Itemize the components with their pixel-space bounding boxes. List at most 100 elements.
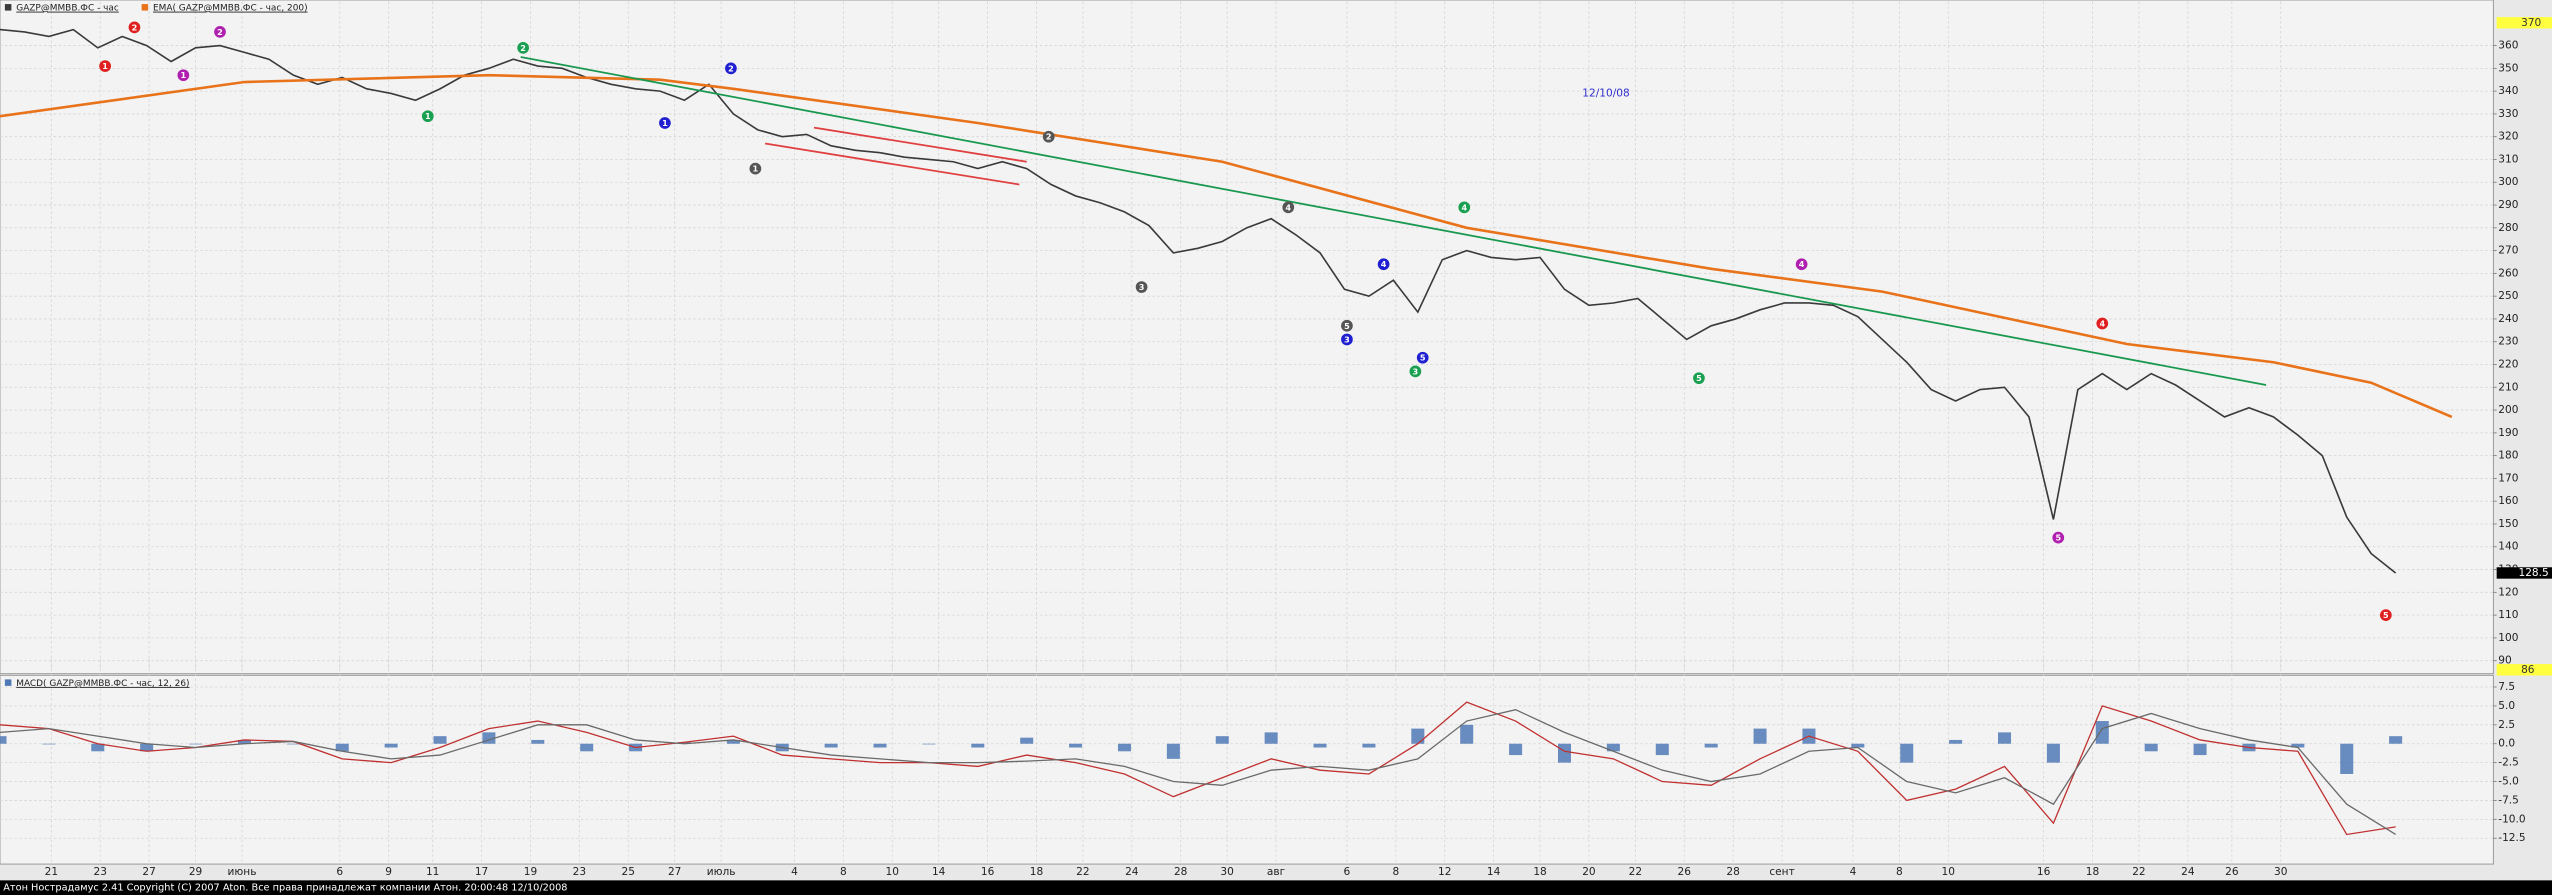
- x-tick-label: 24: [1125, 866, 1139, 878]
- wave-marker: [1377, 258, 1390, 271]
- legend-label: GAZP@MMBB.ФС - час: [16, 4, 119, 14]
- x-tick-label: 28: [1726, 866, 1739, 878]
- x-tick-label: 25: [622, 866, 635, 878]
- x-tick-label: 17: [475, 866, 488, 878]
- y-tick-label: 240: [2498, 313, 2518, 325]
- y-tick-label: 0.0: [2498, 738, 2515, 750]
- wave-label: 1: [181, 70, 187, 80]
- ylim-marker: [2496, 664, 2552, 676]
- y-tick-label: 230: [2498, 336, 2518, 348]
- x-tick-label: 8: [1392, 866, 1399, 878]
- x-tick-label: 18: [2086, 866, 2099, 878]
- wave-label: 5: [2055, 533, 2061, 543]
- histogram-bar: [1704, 743, 1718, 748]
- y-tick-label: 310: [2498, 153, 2518, 165]
- y-tick-label: 270: [2498, 245, 2518, 257]
- histogram-bar: [482, 732, 496, 744]
- x-tick-label: 27: [668, 866, 681, 878]
- wave-marker: [128, 21, 141, 34]
- wave-label: 2: [1046, 132, 1052, 142]
- wave-marker: [1341, 333, 1353, 346]
- x-tick-label: 18: [1030, 866, 1043, 878]
- y-tick-label: 340: [2498, 85, 2518, 97]
- legend-swatch: [4, 4, 12, 11]
- y-tick-label: 160: [2498, 495, 2518, 507]
- wave-label: 2: [520, 43, 526, 53]
- wave-label: 5: [1420, 353, 1426, 363]
- y-tick-label: 120: [2498, 586, 2518, 598]
- y-tick-label: 90: [2498, 655, 2512, 667]
- histogram-bar: [1264, 732, 1278, 744]
- status-bar: [0, 880, 2552, 895]
- annotation: 12/10/08: [1582, 87, 1629, 99]
- histogram-bar: [726, 739, 740, 744]
- y-tick-label: 200: [2498, 404, 2518, 416]
- histogram-bar: [531, 739, 545, 744]
- x-tick-label: 23: [93, 866, 106, 878]
- histogram-bar: [42, 743, 56, 745]
- wave-label: 1: [425, 111, 431, 121]
- x-tick-label: 4: [1850, 866, 1857, 878]
- histogram-bar: [1900, 743, 1914, 763]
- histogram-bar: [2193, 743, 2207, 756]
- y-tick-label: 220: [2498, 359, 2518, 371]
- x-tick-label: 27: [142, 866, 155, 878]
- histogram-bar: [1069, 743, 1083, 748]
- y-tick-label: 170: [2498, 472, 2518, 484]
- x-tick-label: 16: [981, 866, 995, 878]
- histogram-bar: [580, 743, 594, 752]
- wave-marker: [2379, 609, 2392, 621]
- wave-label: 2: [132, 22, 138, 32]
- x-tick-label: 12: [1438, 866, 1451, 878]
- histogram-bar: [1215, 736, 1229, 744]
- x-tick-label: 18: [1533, 866, 1546, 878]
- wave-marker: [749, 162, 762, 175]
- y-tick-label: -5.0: [2498, 776, 2519, 788]
- histogram-bar: [1313, 743, 1327, 748]
- histogram-bar: [1557, 743, 1572, 763]
- y-tick-label: 250: [2498, 290, 2518, 302]
- x-tick-label: 8: [840, 866, 847, 878]
- x-tick-label: 10: [1942, 866, 1956, 878]
- histogram-bar: [873, 743, 887, 748]
- wave-marker: [177, 69, 190, 82]
- wave-label: 2: [217, 27, 223, 37]
- wave-marker: [1416, 351, 1429, 364]
- wave-marker: [1693, 372, 1705, 385]
- histogram-bar: [2340, 743, 2354, 774]
- wave-label: 5: [1344, 321, 1350, 331]
- x-tick-label: сент: [1769, 866, 1794, 878]
- wave-marker: [659, 117, 671, 129]
- y-tick-label: 2.5: [2498, 719, 2515, 731]
- x-tick-label: 6: [336, 866, 343, 878]
- trendline: [520, 56, 2267, 386]
- wave-label: 1: [662, 118, 668, 128]
- y-tick-label: 330: [2498, 108, 2518, 120]
- wave-label: 4: [1799, 259, 1805, 269]
- x-tick-label: 8: [1896, 866, 1903, 878]
- wave-label: 5: [1696, 373, 1702, 383]
- legend-label: EMA( GAZP@MMBB.ФС - час, 200): [153, 4, 308, 14]
- y-tick-label: 110: [2498, 609, 2518, 621]
- y-tick-label: 300: [2498, 176, 2518, 188]
- macd-line: [0, 709, 2396, 836]
- y-tick-label: -10.0: [2498, 813, 2526, 825]
- y-tick-label: 7.5: [2498, 681, 2515, 693]
- price-panel: [0, 0, 2494, 675]
- y-tick-label: 5.0: [2498, 700, 2515, 712]
- wave-marker: [517, 41, 529, 54]
- wave-marker: [1341, 319, 1353, 332]
- legend-swatch: [141, 4, 149, 11]
- histogram-bar: [1411, 728, 1425, 744]
- y-tick-label: 150: [2498, 518, 2518, 530]
- x-tick-label: 24: [2181, 866, 2195, 878]
- wave-marker: [1458, 201, 1471, 214]
- x-tick-label: 26: [1678, 866, 1692, 878]
- x-tick-label: 11: [426, 866, 439, 878]
- x-tick-label: 14: [1487, 866, 1501, 878]
- wave-label: 4: [2099, 318, 2105, 328]
- wave-marker: [99, 60, 111, 72]
- histogram-bar: [2095, 721, 2109, 744]
- x-tick-label: 30: [1220, 866, 1234, 878]
- histogram-bar: [1949, 739, 1963, 744]
